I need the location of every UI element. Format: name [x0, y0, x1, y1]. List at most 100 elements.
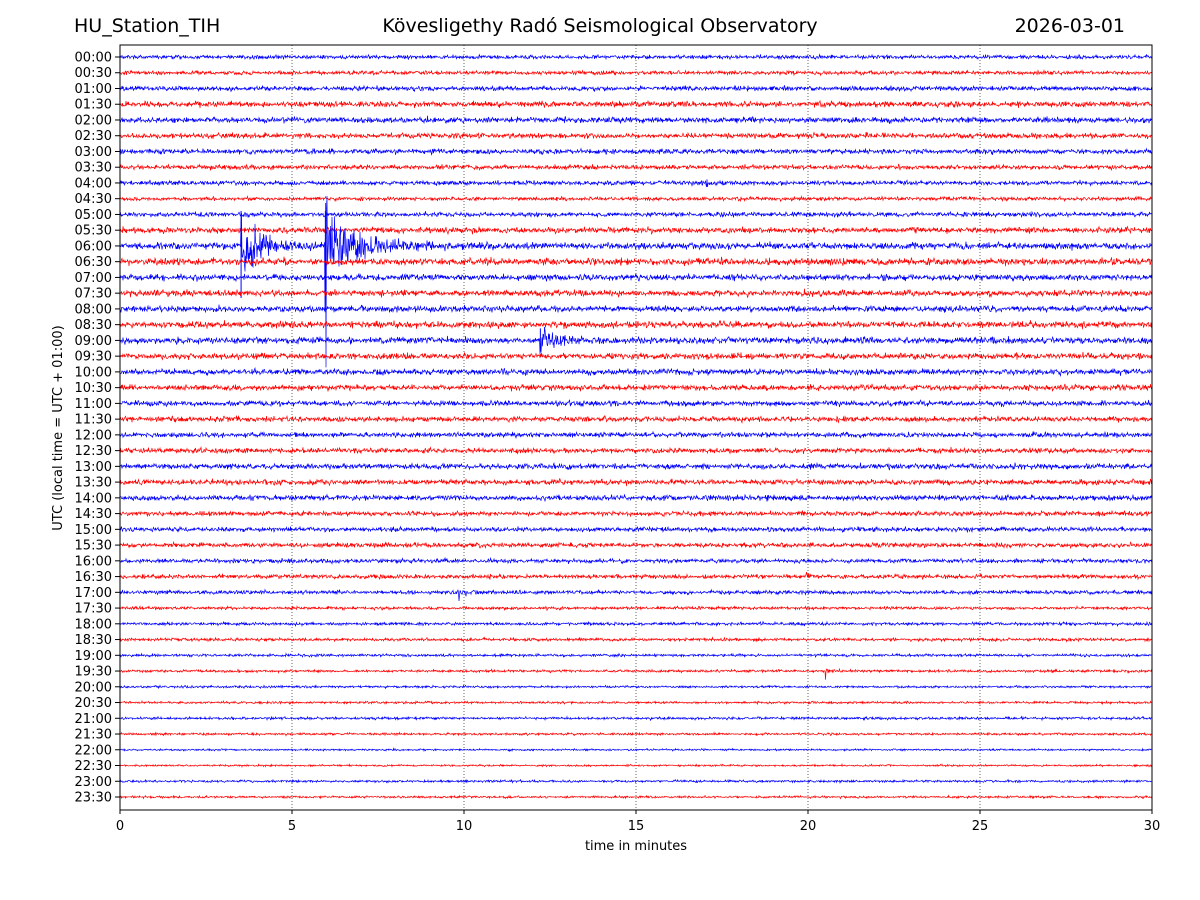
- y-tick-label: 10:30: [75, 381, 112, 396]
- y-tick-label: 20:00: [75, 680, 112, 695]
- trace-row-1830: [119, 636, 1153, 643]
- trace-row-2000: [119, 684, 1153, 690]
- trace-row-1630: [119, 571, 1153, 581]
- y-tick-label: 15:30: [75, 539, 112, 554]
- trace-row-0500: [119, 210, 1153, 219]
- trace-row-0800: [119, 304, 1153, 314]
- trace-row-1400: [119, 493, 1153, 502]
- y-tick-label: 10:00: [75, 365, 112, 380]
- y-tick-label: 20:30: [75, 696, 112, 711]
- y-tick-label: 14:30: [75, 507, 112, 522]
- y-tick-label: 02:30: [75, 129, 112, 144]
- trace-row-0300: [119, 147, 1153, 156]
- y-axis: 00:0000:3001:0001:3002:0002:3003:0003:30…: [75, 51, 120, 806]
- y-tick-label: 04:00: [75, 176, 112, 191]
- trace-row-0930: [119, 351, 1153, 361]
- y-tick-label: 23:00: [75, 775, 112, 790]
- trace-row-2230: [120, 762, 1152, 769]
- y-tick-label: 21:30: [75, 728, 112, 743]
- y-tick-label: 02:00: [75, 113, 112, 128]
- y-tick-label: 19:00: [75, 649, 112, 664]
- y-tick-label: 03:00: [75, 145, 112, 160]
- trace-row-0730: [119, 288, 1153, 299]
- y-tick-label: 00:00: [75, 51, 112, 66]
- traces: [119, 53, 1153, 800]
- trace-row-0630: [119, 256, 1153, 267]
- trace-row-0430: [119, 195, 1153, 203]
- y-tick-label: 08:00: [75, 302, 112, 317]
- y-tick-label: 22:30: [75, 759, 112, 774]
- trace-row-1530: [119, 540, 1153, 550]
- trace-row-0330: [119, 163, 1153, 172]
- y-tick-label: 17:00: [75, 586, 112, 601]
- y-tick-label: 07:30: [75, 287, 112, 302]
- trace-row-1130: [119, 414, 1153, 424]
- trace-row-1700: [119, 588, 1153, 602]
- trace-row-0200: [119, 115, 1153, 125]
- trace-row-0230: [119, 131, 1153, 140]
- trace-row-1230: [119, 446, 1153, 455]
- y-tick-label: 11:30: [75, 413, 112, 428]
- trace-row-0830: [119, 319, 1153, 330]
- x-axis: 0 5 10 15 20 25 30: [116, 810, 1160, 834]
- trace-row-0530: [119, 225, 1153, 236]
- y-tick-label: 15:00: [75, 523, 112, 538]
- trace-row-1930: [119, 667, 1153, 680]
- trace-row-0700: [119, 272, 1153, 282]
- y-tick-label: 22:00: [75, 743, 112, 758]
- x-tick-label: 30: [1144, 819, 1161, 834]
- trace-row-1300: [119, 462, 1153, 471]
- y-tick-label: 18:00: [75, 617, 112, 632]
- trace-row-0400: [119, 179, 1153, 188]
- y-tick-label: 21:00: [75, 712, 112, 727]
- y-tick-label: 00:30: [75, 66, 112, 81]
- station-label: HU_Station_TIH: [74, 15, 221, 37]
- trace-row-0900: [119, 326, 1153, 354]
- y-tick-label: 13:00: [75, 460, 112, 475]
- y-tick-label: 12:30: [75, 444, 112, 459]
- trace-row-1500: [119, 525, 1153, 534]
- trace-row-1330: [119, 478, 1153, 487]
- y-tick-label: 08:30: [75, 318, 112, 333]
- trace-row-1800: [119, 620, 1153, 628]
- trace-row-0130: [119, 99, 1153, 109]
- trace-row-2030: [119, 699, 1153, 706]
- x-tick-label: 25: [972, 819, 989, 834]
- x-tick-label: 5: [288, 819, 296, 834]
- trace-row-0030: [119, 69, 1153, 77]
- y-tick-label: 03:30: [75, 161, 112, 176]
- grid-lines: [291, 45, 981, 810]
- y-tick-label: 05:00: [75, 208, 112, 223]
- trace-row-0600: [119, 196, 1153, 368]
- trace-row-1030: [119, 383, 1153, 392]
- y-tick-label: 01:00: [75, 82, 112, 97]
- y-tick-label: 14:00: [75, 491, 112, 506]
- y-tick-label: 04:30: [75, 192, 112, 207]
- x-tick-label: 10: [456, 819, 473, 834]
- trace-row-1730: [119, 605, 1153, 612]
- x-tick-label: 15: [628, 819, 645, 834]
- x-tick-label: 20: [800, 819, 817, 834]
- y-tick-label: 13:30: [75, 476, 112, 491]
- trace-row-2300: [119, 778, 1153, 785]
- y-tick-label: 18:30: [75, 633, 112, 648]
- trace-row-0000: [119, 53, 1153, 61]
- y-axis-label: UTC (local time = UTC + 01:00): [51, 325, 66, 530]
- date-label: 2026-03-01: [1014, 15, 1125, 37]
- trace-row-1900: [119, 652, 1153, 659]
- trace-row-1430: [119, 509, 1153, 518]
- trace-row-1100: [119, 399, 1153, 408]
- y-tick-label: 12:00: [75, 428, 112, 443]
- y-tick-label: 01:30: [75, 98, 112, 113]
- trace-row-1200: [119, 430, 1153, 440]
- y-tick-label: 17:30: [75, 602, 112, 617]
- y-tick-label: 09:30: [75, 350, 112, 365]
- y-tick-label: 06:00: [75, 239, 112, 254]
- y-tick-label: 05:30: [75, 224, 112, 239]
- trace-row-1000: [119, 366, 1153, 378]
- y-tick-label: 07:00: [75, 271, 112, 286]
- y-tick-label: 09:00: [75, 334, 112, 349]
- x-tick-label: 0: [116, 819, 124, 834]
- y-tick-label: 11:00: [75, 397, 112, 412]
